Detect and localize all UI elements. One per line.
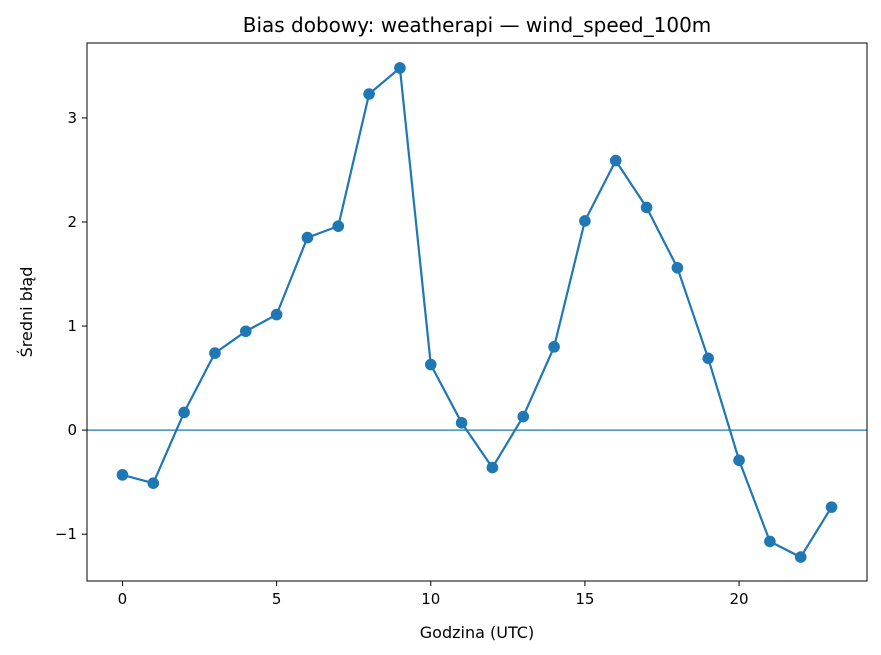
data-point — [517, 410, 530, 423]
x-tick-label: 15 — [575, 590, 594, 608]
plot-area — [87, 43, 867, 581]
data-point — [209, 347, 221, 359]
data-point — [794, 551, 807, 563]
x-axis-label: Godzina (UTC) — [420, 623, 534, 642]
y-tick-label: 3 — [67, 109, 77, 127]
y-tick-label: −1 — [55, 525, 77, 543]
data-point — [486, 461, 499, 474]
data-point — [178, 406, 190, 419]
data-point — [609, 154, 622, 167]
chart-title: Bias dobowy: weatherapi — wind_speed_100… — [243, 13, 712, 37]
data-point — [424, 358, 437, 371]
data-point — [548, 341, 560, 353]
data-point — [270, 308, 283, 321]
data-point — [332, 220, 345, 232]
data-point — [671, 261, 684, 274]
y-tick-label: 0 — [67, 421, 77, 439]
y-axis-label: Średni błąd — [17, 267, 36, 358]
data-point — [116, 469, 129, 481]
x-axis-ticks: 0 5 10 15 20 — [118, 581, 749, 608]
data-point — [363, 88, 375, 100]
data-point — [764, 535, 776, 548]
y-tick-label: 2 — [67, 213, 77, 231]
data-point — [640, 201, 653, 214]
data-point — [147, 477, 160, 489]
data-point — [394, 62, 406, 74]
series-layer — [116, 62, 838, 563]
y-tick-label: 1 — [67, 317, 77, 335]
data-point — [455, 417, 468, 429]
y-axis-ticks: −1 0 1 2 3 — [55, 109, 87, 543]
x-tick-label: 20 — [730, 590, 749, 608]
data-point — [733, 454, 745, 467]
data-point — [702, 352, 715, 365]
data-point — [825, 501, 838, 513]
series-line — [122, 66, 833, 559]
data-point — [579, 215, 591, 227]
x-tick-label: 0 — [118, 590, 128, 608]
plot-frame — [86, 42, 868, 582]
data-point — [301, 231, 314, 244]
x-tick-label: 10 — [421, 590, 440, 608]
x-tick-label: 5 — [272, 590, 282, 608]
data-point — [239, 325, 252, 338]
